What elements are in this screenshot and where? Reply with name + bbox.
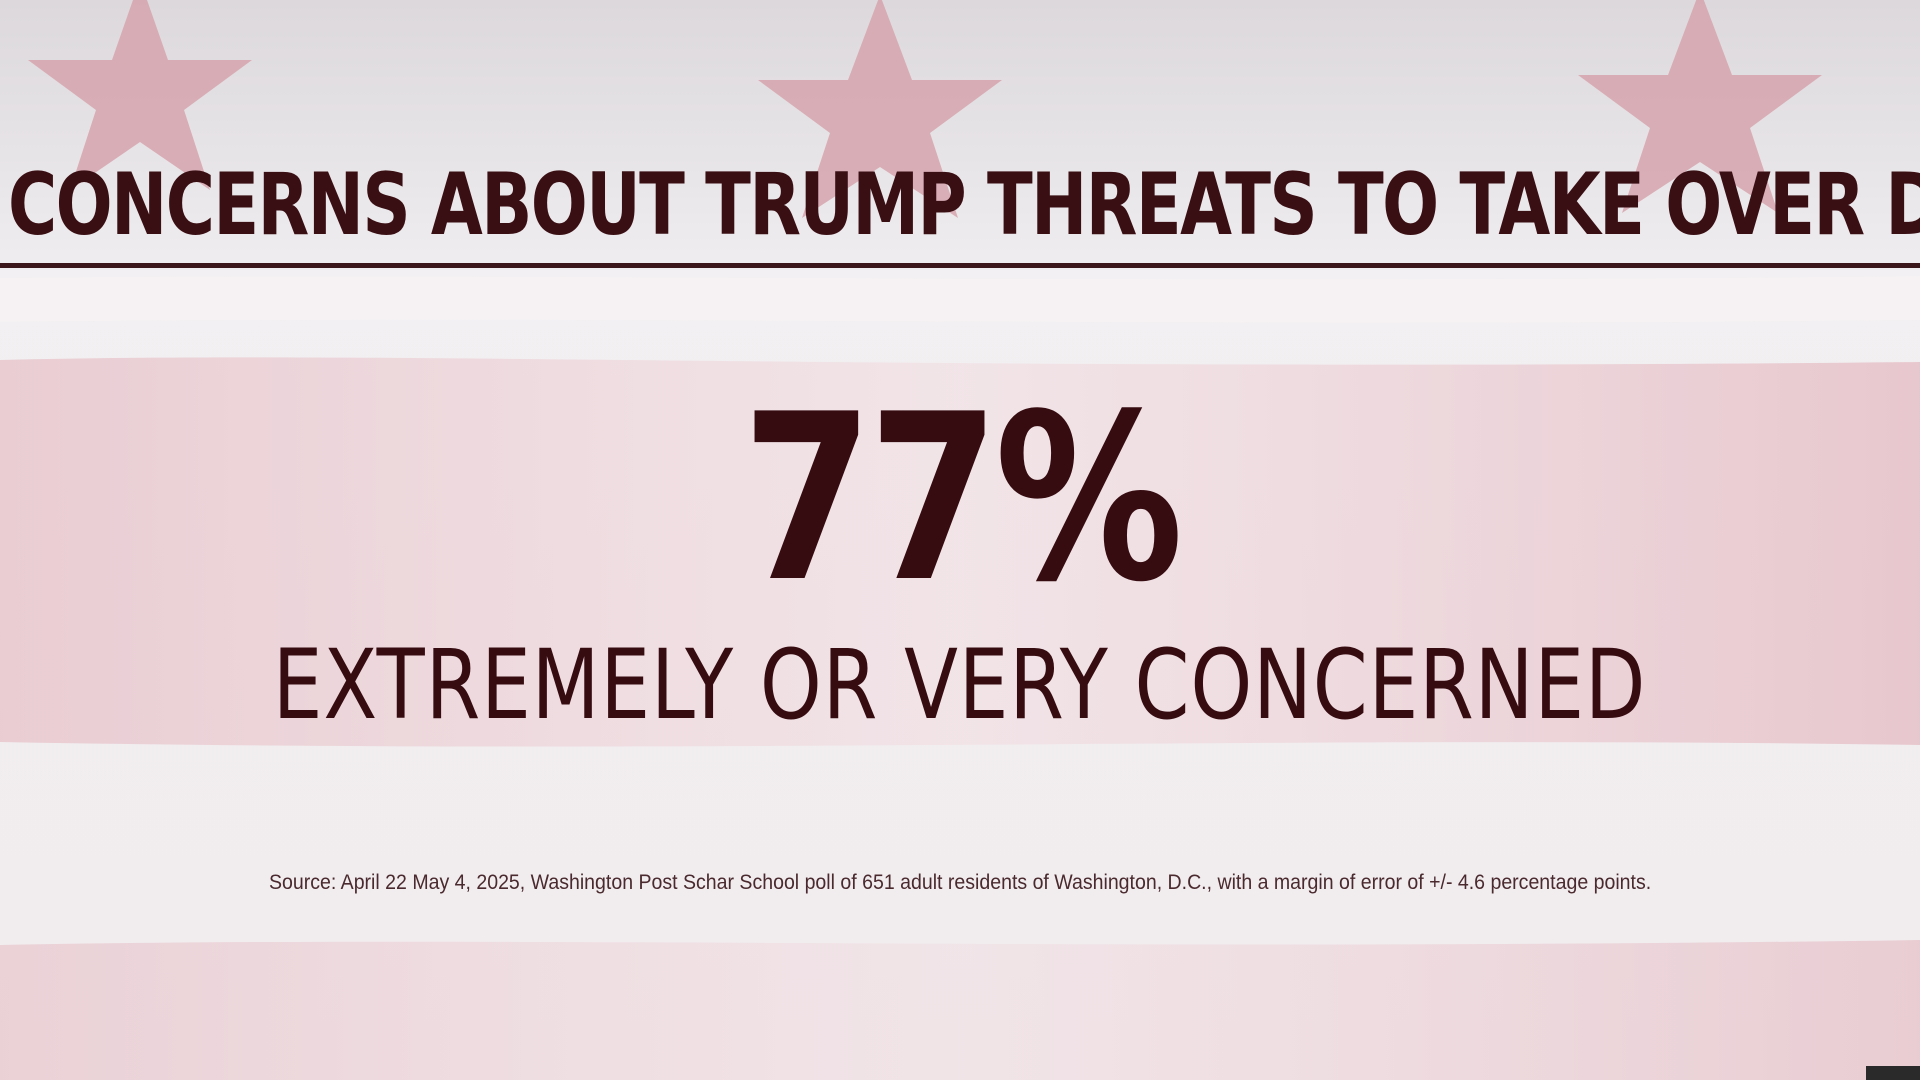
stat-value: 77% — [0, 385, 1920, 615]
stat-label: EXTREMELY OR VERY CONCERNED — [0, 630, 1920, 740]
corner-mark — [1866, 1066, 1920, 1080]
star-icon — [28, 0, 252, 190]
title-divider — [0, 263, 1920, 268]
source-note-text: Source: April 22 May 4, 2025, Washington… — [268, 871, 1652, 894]
star-icon — [758, 0, 1002, 218]
page-title: CONCERNS ABOUT TRUMP THREATS TO TAKE OVE… — [8, 155, 1920, 255]
flag-stripe — [0, 357, 1920, 747]
flag-stripe — [0, 940, 1920, 1080]
source-note: Source: April 22 May 4, 2025, Washington… — [0, 868, 1920, 898]
stat-label-text: EXTREMELY OR VERY CONCERNED — [273, 629, 1647, 741]
stat-value-text: 77% — [741, 366, 1184, 633]
flag-stripe — [0, 276, 1920, 323]
star-icon — [1578, 0, 1822, 213]
